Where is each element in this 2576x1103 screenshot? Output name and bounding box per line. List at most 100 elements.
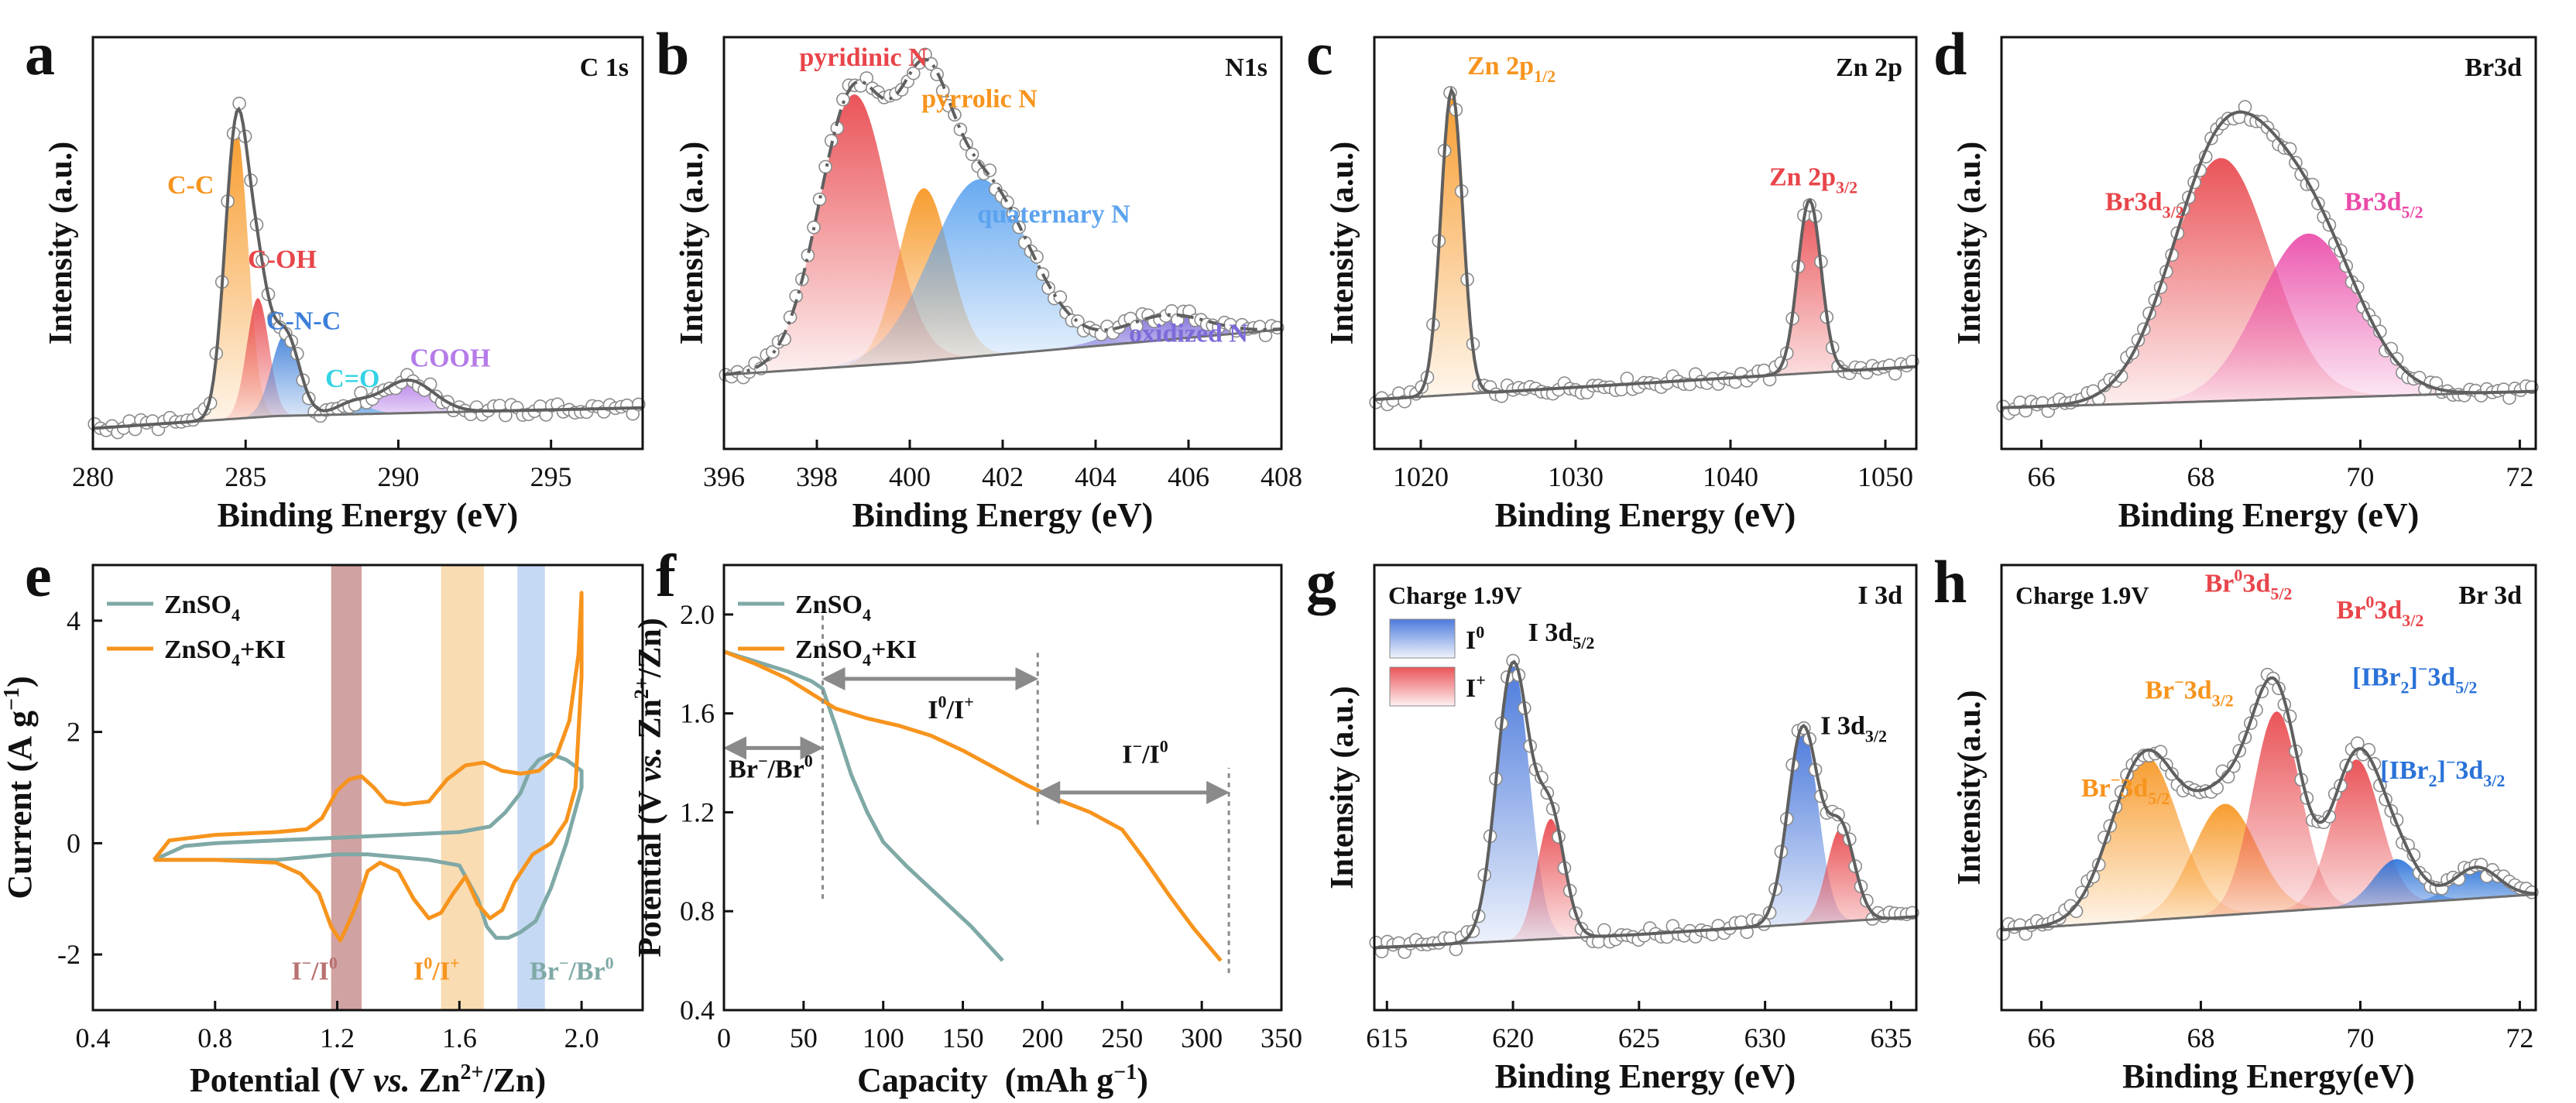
peak-label-main: oxidized N xyxy=(1129,320,1248,348)
panel-letter: d xyxy=(1933,20,1967,87)
legend-sub: 4 xyxy=(863,605,871,625)
legend-main: ZnSO xyxy=(795,591,863,619)
peak-g-0 xyxy=(1374,665,1916,948)
peak-label-main: C-N-C xyxy=(266,307,341,336)
x-axis-label: Binding Energy (eV) xyxy=(2118,496,2420,534)
peak-label-sub: 3/2 xyxy=(1836,178,1857,197)
panel-a-frame xyxy=(91,36,644,450)
peak-label-sub: 1/2 xyxy=(1534,67,1556,86)
peak-h-0 xyxy=(2001,755,2536,930)
legend-label-main: I xyxy=(1466,626,1476,655)
arrow-label-main: Br xyxy=(729,755,758,784)
legend-label-sup: + xyxy=(1476,670,1486,690)
y-label-part: Zn xyxy=(633,699,668,747)
panel-letter: h xyxy=(1933,548,1967,615)
y-axis-label: Intensity(a.u.) xyxy=(1952,690,1988,885)
arrow-label: I0/I+ xyxy=(928,692,973,724)
peak-label: pyrrolic N xyxy=(921,84,1038,113)
y-tick-label: 1.6 xyxy=(680,698,715,729)
peak-label-main: I 3d xyxy=(1528,618,1573,647)
legend-sub: 4 xyxy=(232,605,240,625)
panel-f-frame xyxy=(722,563,1283,1012)
y-tick-label: 1.2 xyxy=(680,796,715,827)
band-label-sup: 0 xyxy=(329,953,338,972)
band-label: Br−/Br0 xyxy=(530,953,614,985)
x-label-part: Zn xyxy=(410,1061,461,1099)
panel-b: 396 398 400 402 404 406 408 Binding Energy (eV)… xyxy=(656,20,1302,534)
arrow-label-main: I xyxy=(928,696,938,724)
x-tick-label: 1050 xyxy=(1857,461,1913,492)
peak-label: oxidized N xyxy=(1129,320,1248,348)
peak-label-sub: 2 xyxy=(2400,677,2409,697)
peak-label-sup: 0 xyxy=(2234,566,2242,585)
peak-label-main: quaternary N xyxy=(977,200,1130,228)
peak-label-main: ] xyxy=(2437,756,2446,785)
peak-label-main: ] xyxy=(2409,663,2417,691)
x-tick-label: 200 xyxy=(1021,1023,1063,1053)
arrow-label-sup: 0 xyxy=(1160,737,1168,756)
y-label-part: ) xyxy=(1,676,39,687)
peak-label: [IBr2]−3d5/2 xyxy=(2352,659,2477,697)
peak-label: C-OH xyxy=(248,245,317,274)
peak-label-main: 3d xyxy=(2242,570,2270,598)
peak-label: Br−3d3/2 xyxy=(2145,673,2233,711)
band-label-main: /Br xyxy=(568,957,605,985)
band-label-main: /I xyxy=(431,957,450,985)
peak-label-sup: − xyxy=(2446,752,2456,772)
band-label-sup: 0 xyxy=(605,953,614,972)
panel-d-frame xyxy=(2000,36,2537,450)
band-label-main: I xyxy=(413,957,424,985)
panel-subtitle: Charge 1.9V xyxy=(2015,581,2149,609)
peak-label: Br3d5/2 xyxy=(2344,187,2423,221)
x-tick-label: 1.2 xyxy=(320,1023,355,1053)
peak-label: Br03d3/2 xyxy=(2337,592,2424,630)
peak-label-sub: 3/2 xyxy=(2402,611,2423,630)
cv-curve xyxy=(153,752,584,940)
y-axis-label: Potential (V vs. Zn2+/Zn) xyxy=(630,618,668,957)
x-tick-label: 620 xyxy=(1492,1023,1534,1053)
legend-label: ZnSO4 xyxy=(164,591,240,625)
x-tick-label: 72 xyxy=(2506,1023,2533,1053)
x-label-part: /Zn) xyxy=(482,1061,546,1099)
arrow-label-sup: + xyxy=(964,692,974,711)
x-tick-label: 625 xyxy=(1618,1023,1660,1053)
y-tick-label: 0.4 xyxy=(680,995,715,1026)
peak-label: Br3d3/2 xyxy=(2105,187,2184,221)
legend-sub: 4 xyxy=(232,650,240,670)
peak-b-2 xyxy=(724,179,1281,375)
x-axis-label: Binding Energy (eV) xyxy=(852,496,1154,534)
y-axis-label: Current (A g−1) xyxy=(0,676,39,899)
x-label-part: Capacity (mAh g xyxy=(857,1061,1113,1099)
arrow-label: Br−/Br0 xyxy=(729,752,813,784)
legend-swatch xyxy=(1389,618,1456,659)
x-tick-label: 404 xyxy=(1075,461,1116,492)
legend-swatch xyxy=(1389,666,1456,707)
panel-f: I0/I+Br−/Br0 I−/I00 50 100 150 200 250 300 3500.… xyxy=(630,542,1302,1099)
envelope-line xyxy=(92,106,643,430)
arrow-label: I−/I0 xyxy=(1122,737,1168,769)
arrow-label-sup: − xyxy=(758,752,768,771)
raw-data-point xyxy=(812,192,827,207)
band-label: I−/I0 xyxy=(291,953,337,985)
x-tick-label: 408 xyxy=(1261,461,1302,492)
peak-label: Br03d5/2 xyxy=(2205,566,2293,604)
peak-label-sup: − xyxy=(2418,659,2428,678)
y-axis-label: Intensity (a.u.) xyxy=(674,142,710,345)
raw-data-point xyxy=(836,92,850,107)
x-tick-label: 68 xyxy=(2187,461,2214,492)
panel-h-frame xyxy=(2000,563,2537,1012)
peak-label-sub: 3/2 xyxy=(2163,202,2184,221)
legend-main: ZnSO xyxy=(164,635,232,664)
x-tick-label: 290 xyxy=(377,461,419,492)
peak-label-main: C=O xyxy=(325,365,379,393)
peak-label: C=O xyxy=(325,365,379,393)
x-label-part: ) xyxy=(1137,1061,1148,1099)
discharge-curve xyxy=(723,649,1223,962)
peak-label-sup: − xyxy=(2174,673,2184,692)
peak-label-main: Br3d xyxy=(2105,187,2163,216)
panel-subtitle: Charge 1.9V xyxy=(1388,581,1521,609)
x-label-sup: −1 xyxy=(1113,1060,1137,1084)
baseline-line xyxy=(2001,893,2537,931)
peak-label: I 3d3/2 xyxy=(1820,712,1887,746)
envelope-line xyxy=(1374,86,1917,402)
